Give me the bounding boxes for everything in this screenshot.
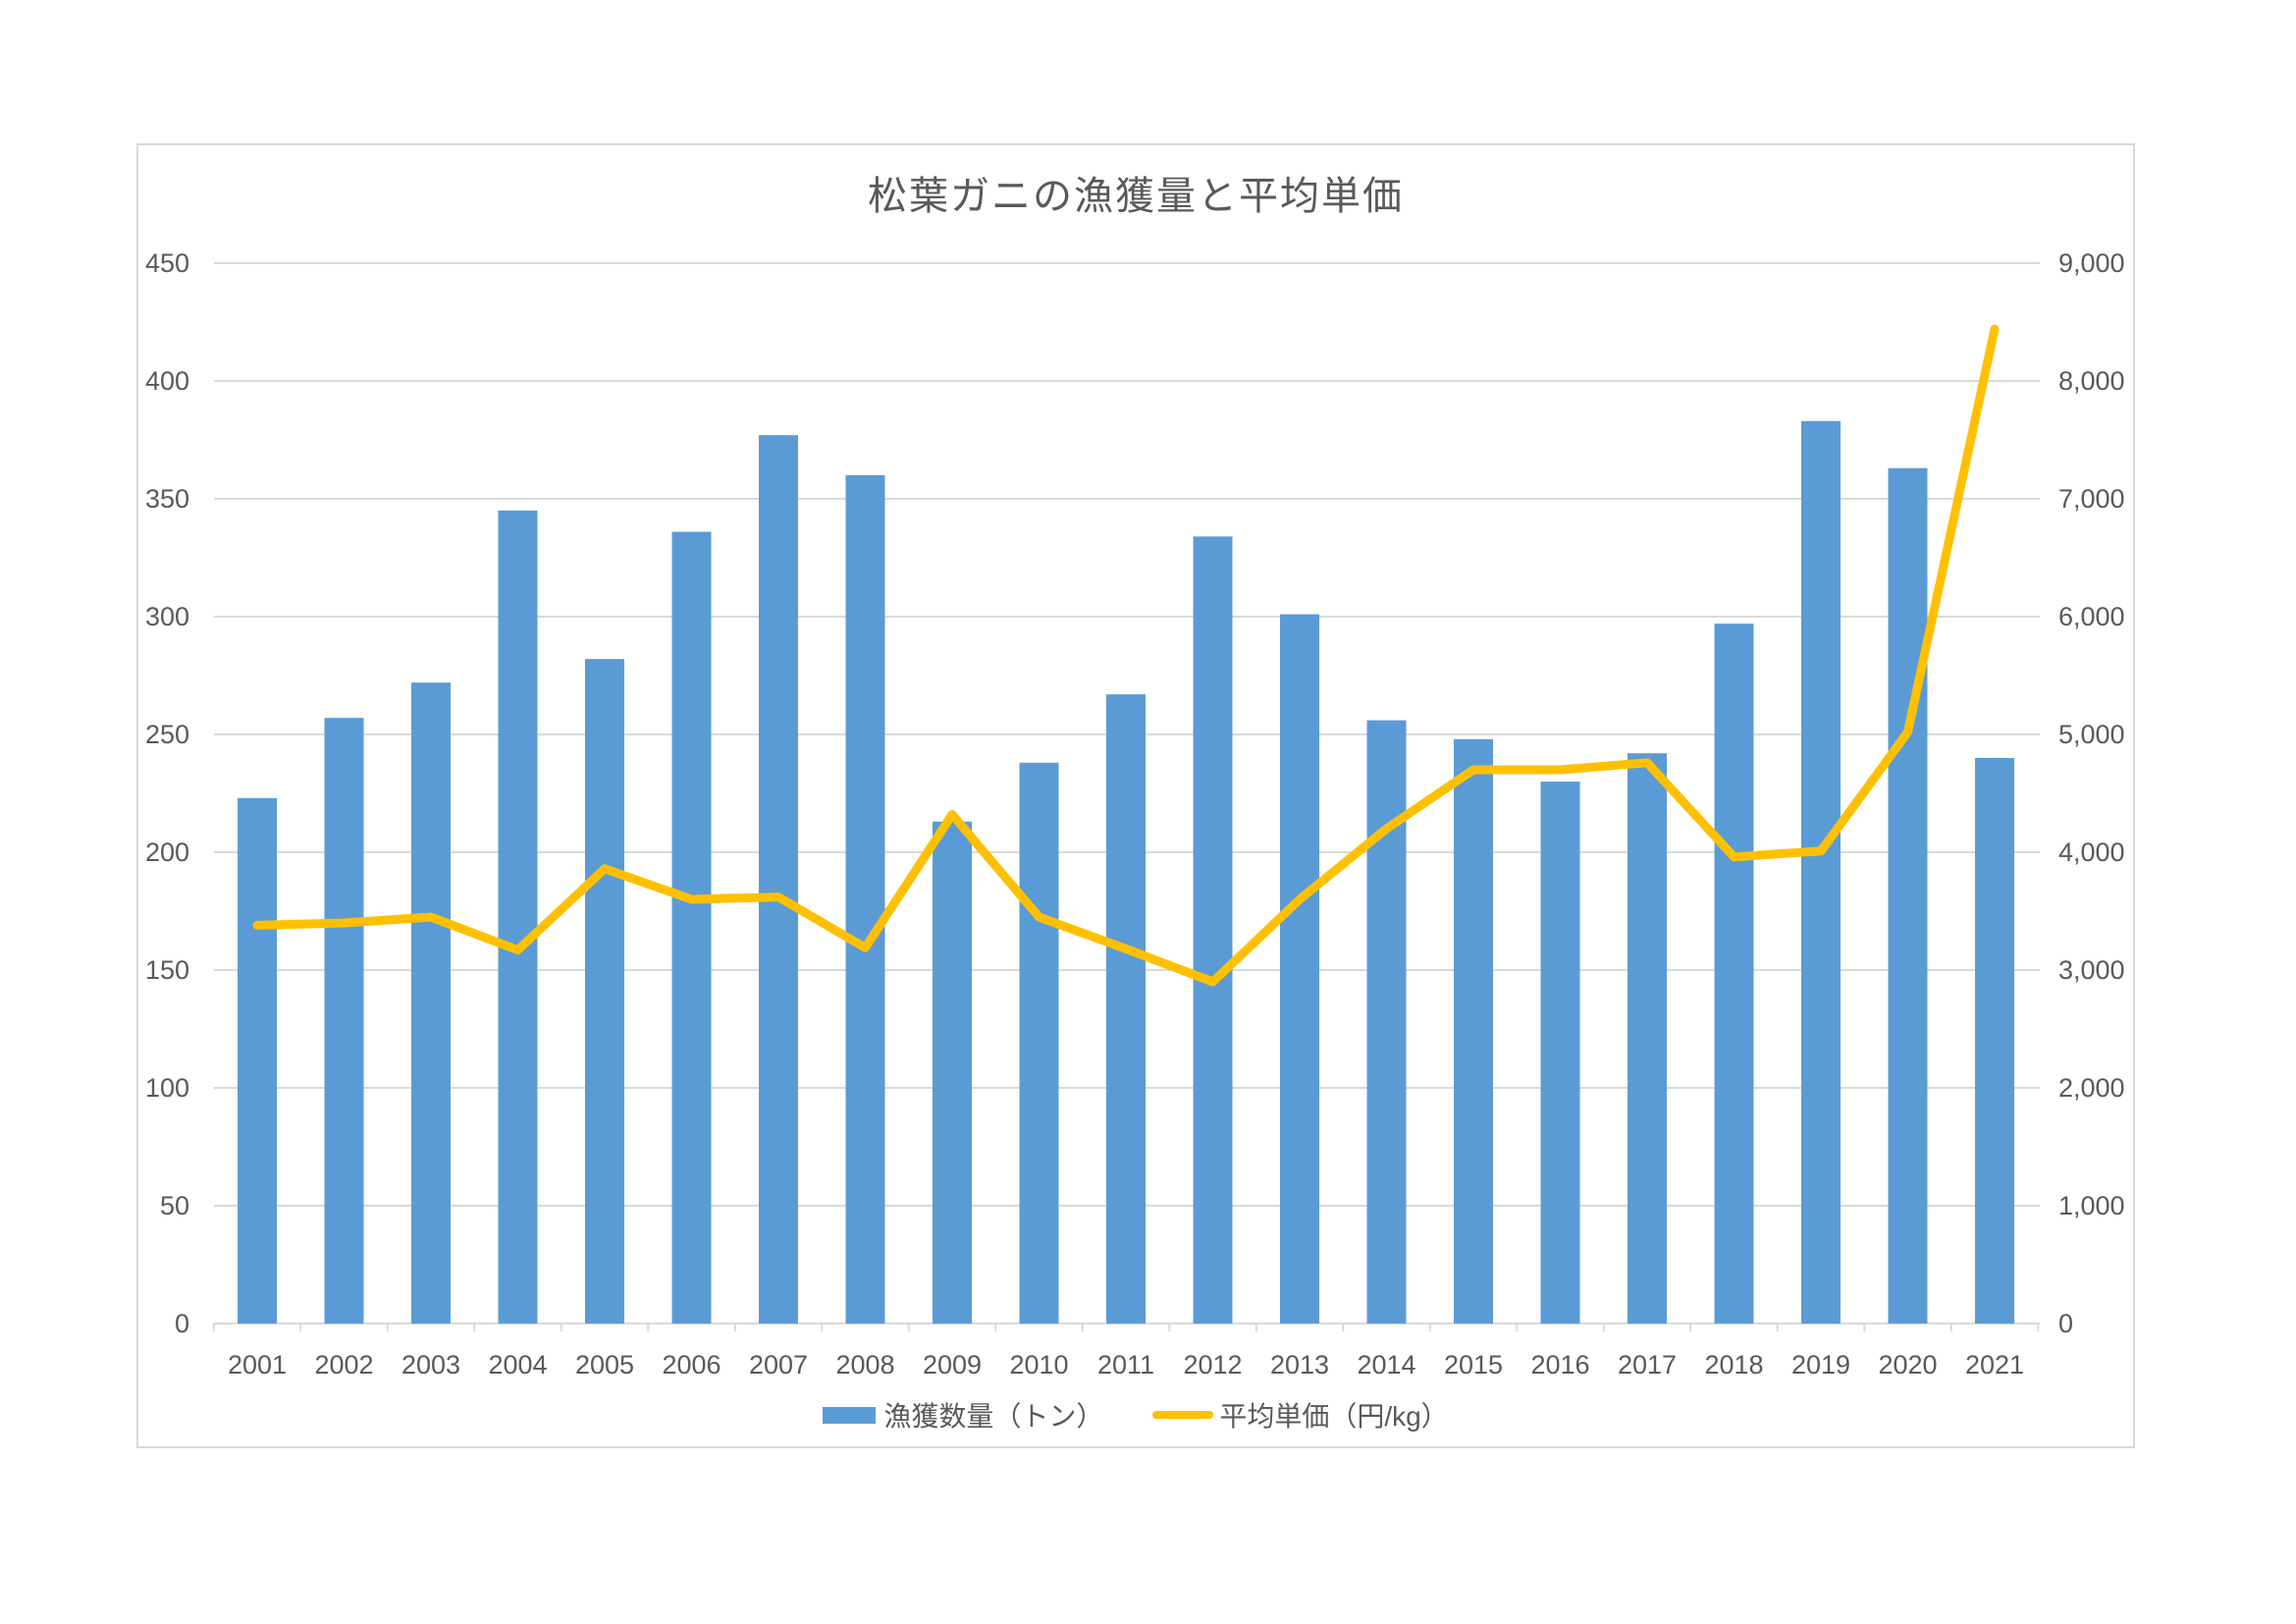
x-tick-2006: 2006 bbox=[662, 1350, 721, 1380]
x-tick-2018: 2018 bbox=[1704, 1350, 1763, 1380]
x-tick-2004: 2004 bbox=[488, 1350, 547, 1380]
line-series-label: 平均単価（円/kg） bbox=[1219, 1401, 1449, 1432]
y-left-tick-400: 400 bbox=[145, 366, 189, 396]
chart-title: 松葉ガニの漁獲量と平均単価 bbox=[868, 175, 1404, 218]
x-tick-2019: 2019 bbox=[1791, 1350, 1850, 1380]
x-tick-2002: 2002 bbox=[314, 1350, 373, 1380]
price-line bbox=[252, 324, 2000, 987]
x-tick-2007: 2007 bbox=[749, 1350, 808, 1380]
x-tick-2008: 2008 bbox=[835, 1350, 894, 1380]
bar-2004 bbox=[498, 511, 538, 1324]
bar-series-label: 漁獲数量（トン） bbox=[883, 1401, 1104, 1432]
bar-2014 bbox=[1366, 720, 1407, 1324]
y-right-tick-9000: 9,000 bbox=[2058, 248, 2125, 278]
bar-series-swatch bbox=[823, 1406, 877, 1424]
y-left-tick-0: 0 bbox=[175, 1309, 189, 1338]
y-right-tick-5000: 5,000 bbox=[2058, 720, 2125, 749]
x-tick-2020: 2020 bbox=[1878, 1350, 1937, 1380]
y-right-tick-6000: 6,000 bbox=[2058, 602, 2125, 631]
y-left-tick-250: 250 bbox=[145, 720, 189, 749]
x-tick-2003: 2003 bbox=[401, 1350, 460, 1380]
x-tick-2017: 2017 bbox=[1618, 1350, 1677, 1380]
y-left-tick-350: 350 bbox=[145, 484, 189, 514]
x-tick-2012: 2012 bbox=[1183, 1350, 1242, 1380]
y-left-tick-300: 300 bbox=[145, 602, 189, 631]
x-tick-2009: 2009 bbox=[923, 1350, 982, 1380]
bar-2009 bbox=[933, 821, 972, 1324]
line-series-swatch bbox=[1152, 1411, 1214, 1419]
bar-2001 bbox=[238, 797, 277, 1324]
x-tick-2001: 2001 bbox=[228, 1350, 287, 1380]
x-tick-2021: 2021 bbox=[1965, 1350, 2024, 1380]
y-right-tick-8000: 8,000 bbox=[2058, 366, 2125, 396]
x-tick-2005: 2005 bbox=[575, 1350, 634, 1380]
y-right-tick-3000: 3,000 bbox=[2058, 955, 2125, 985]
y-right-tick-1000: 1,000 bbox=[2058, 1191, 2125, 1220]
y-left-tick-100: 100 bbox=[145, 1073, 189, 1103]
x-tick-2015: 2015 bbox=[1444, 1350, 1503, 1380]
bar-2017 bbox=[1628, 753, 1667, 1324]
bar-2016 bbox=[1540, 782, 1580, 1324]
legend-item-price: 平均単価（円/kg） bbox=[1152, 1395, 1449, 1435]
bar-2010 bbox=[1019, 762, 1059, 1324]
y-right-tick-7000: 7,000 bbox=[2058, 484, 2125, 514]
bar-2019 bbox=[1801, 420, 1841, 1324]
bar-2007 bbox=[759, 435, 798, 1324]
bar-2006 bbox=[671, 531, 712, 1324]
y-right-tick-4000: 4,000 bbox=[2058, 838, 2125, 867]
bar-2018 bbox=[1714, 623, 1754, 1324]
chart-legend: 漁獲数量（トン） 平均単価（円/kg） bbox=[136, 1394, 2135, 1435]
y-left-tick-450: 450 bbox=[145, 248, 189, 278]
bar-2008 bbox=[845, 475, 885, 1324]
bar-2015 bbox=[1454, 738, 1493, 1324]
y-left-tick-200: 200 bbox=[145, 838, 189, 867]
legend-item-catch: 漁獲数量（トン） bbox=[823, 1395, 1103, 1435]
x-tick-2014: 2014 bbox=[1357, 1350, 1415, 1380]
bar-2003 bbox=[411, 682, 451, 1324]
bar-2013 bbox=[1280, 614, 1319, 1324]
bar-2005 bbox=[585, 659, 624, 1324]
x-tick-2013: 2013 bbox=[1270, 1350, 1329, 1380]
y-left-tick-50: 50 bbox=[160, 1191, 189, 1220]
y-left-tick-150: 150 bbox=[145, 955, 189, 985]
x-tick-2016: 2016 bbox=[1530, 1350, 1589, 1380]
bar-2011 bbox=[1106, 694, 1146, 1324]
bar-2021 bbox=[1975, 758, 2014, 1324]
bar-2002 bbox=[324, 718, 364, 1324]
x-tick-2010: 2010 bbox=[1009, 1350, 1068, 1380]
y-right-tick-0: 0 bbox=[2058, 1309, 2073, 1338]
bar-2020 bbox=[1888, 467, 1928, 1324]
x-tick-2011: 2011 bbox=[1097, 1350, 1154, 1380]
bar-2012 bbox=[1193, 536, 1233, 1324]
y-right-tick-2000: 2,000 bbox=[2058, 1073, 2125, 1103]
